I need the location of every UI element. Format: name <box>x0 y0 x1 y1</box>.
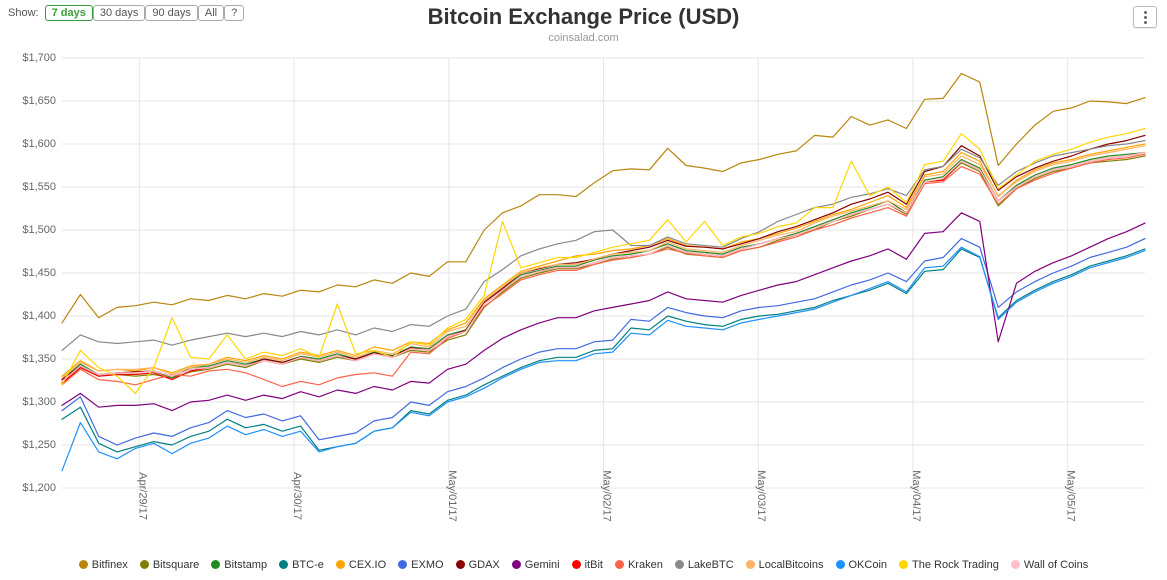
legend-swatch <box>1011 560 1020 569</box>
legend-item-wall-of-coins[interactable]: Wall of Coins <box>1011 559 1088 571</box>
legend-swatch <box>746 560 755 569</box>
y-tick-label: $1,450 <box>22 267 56 279</box>
legend-label: Kraken <box>628 559 663 571</box>
legend-swatch <box>79 560 88 569</box>
legend-item-bitfinex[interactable]: Bitfinex <box>79 559 128 571</box>
legend-swatch <box>398 560 407 569</box>
legend-item-gemini[interactable]: Gemini <box>512 559 560 571</box>
legend-label: The Rock Trading <box>912 559 999 571</box>
legend-swatch <box>572 560 581 569</box>
legend-label: Gemini <box>525 559 560 571</box>
x-tick-label: Apr/30/17 <box>291 472 303 520</box>
y-tick-label: $1,600 <box>22 138 56 150</box>
legend-swatch <box>279 560 288 569</box>
legend-label: EXMO <box>411 559 443 571</box>
legend-label: LocalBitcoins <box>759 559 824 571</box>
legend-swatch <box>456 560 465 569</box>
legend-item-itbit[interactable]: itBit <box>572 559 603 571</box>
y-tick-label: $1,350 <box>22 353 56 365</box>
legend-label: Bitstamp <box>224 559 267 571</box>
x-tick-label: May/05/17 <box>1065 470 1077 521</box>
legend-label: GDAX <box>469 559 500 571</box>
x-tick-label: May/03/17 <box>755 470 767 521</box>
legend-label: Wall of Coins <box>1024 559 1088 571</box>
x-tick-label: Apr/29/17 <box>136 472 148 520</box>
legend-label: LakeBTC <box>688 559 734 571</box>
legend-item-okcoin[interactable]: OKCoin <box>836 559 888 571</box>
y-tick-label: $1,650 <box>22 95 56 107</box>
y-tick-label: $1,400 <box>22 310 56 322</box>
legend-label: BTC-e <box>292 559 324 571</box>
x-tick-label: May/02/17 <box>601 470 613 521</box>
legend-swatch <box>140 560 149 569</box>
legend-label: Bitsquare <box>153 559 199 571</box>
y-tick-label: $1,300 <box>22 396 56 408</box>
legend-item-btc-e[interactable]: BTC-e <box>279 559 324 571</box>
legend-item-localbitcoins[interactable]: LocalBitcoins <box>746 559 824 571</box>
y-tick-label: $1,700 <box>22 52 56 64</box>
legend: Bitfinex Bitsquare Bitstamp BTC-e CEX.IO EXMO… <box>12 559 1155 573</box>
legend-swatch <box>512 560 521 569</box>
y-tick-label: $1,250 <box>22 439 56 451</box>
legend-label: OKCoin <box>849 559 888 571</box>
chart-title: Bitcoin Exchange Price (USD) <box>0 4 1167 30</box>
legend-swatch <box>211 560 220 569</box>
legend-item-lakebtc[interactable]: LakeBTC <box>675 559 734 571</box>
legend-swatch <box>336 560 345 569</box>
chart-svg: $1,200 $1,250 $1,300 $1,350 $1,400 $1,450 $1,5… <box>12 52 1155 548</box>
legend-swatch <box>836 560 845 569</box>
legend-label: CEX.IO <box>349 559 386 571</box>
chart-subtitle: coinsalad.com <box>0 32 1167 44</box>
legend-label: itBit <box>585 559 603 571</box>
legend-item-bitsquare[interactable]: Bitsquare <box>140 559 199 571</box>
x-tick-label: May/01/17 <box>446 470 458 521</box>
y-tick-label: $1,200 <box>22 482 56 494</box>
plot-area: $1,200 $1,250 $1,300 $1,350 $1,400 $1,450 $1,5… <box>12 52 1155 548</box>
legend-item-the-rock-trading[interactable]: The Rock Trading <box>899 559 999 571</box>
legend-item-cex-io[interactable]: CEX.IO <box>336 559 386 571</box>
y-tick-label: $1,500 <box>22 224 56 236</box>
legend-label: Bitfinex <box>92 559 128 571</box>
x-tick-label: May/04/17 <box>910 470 922 521</box>
legend-item-bitstamp[interactable]: Bitstamp <box>211 559 267 571</box>
chart-container: Show: 7 days30 days90 daysAll? Bitcoin E… <box>0 0 1167 580</box>
legend-item-kraken[interactable]: Kraken <box>615 559 663 571</box>
legend-item-exmo[interactable]: EXMO <box>398 559 443 571</box>
legend-swatch <box>675 560 684 569</box>
legend-swatch <box>615 560 624 569</box>
legend-item-gdax[interactable]: GDAX <box>456 559 500 571</box>
y-tick-label: $1,550 <box>22 181 56 193</box>
legend-swatch <box>899 560 908 569</box>
